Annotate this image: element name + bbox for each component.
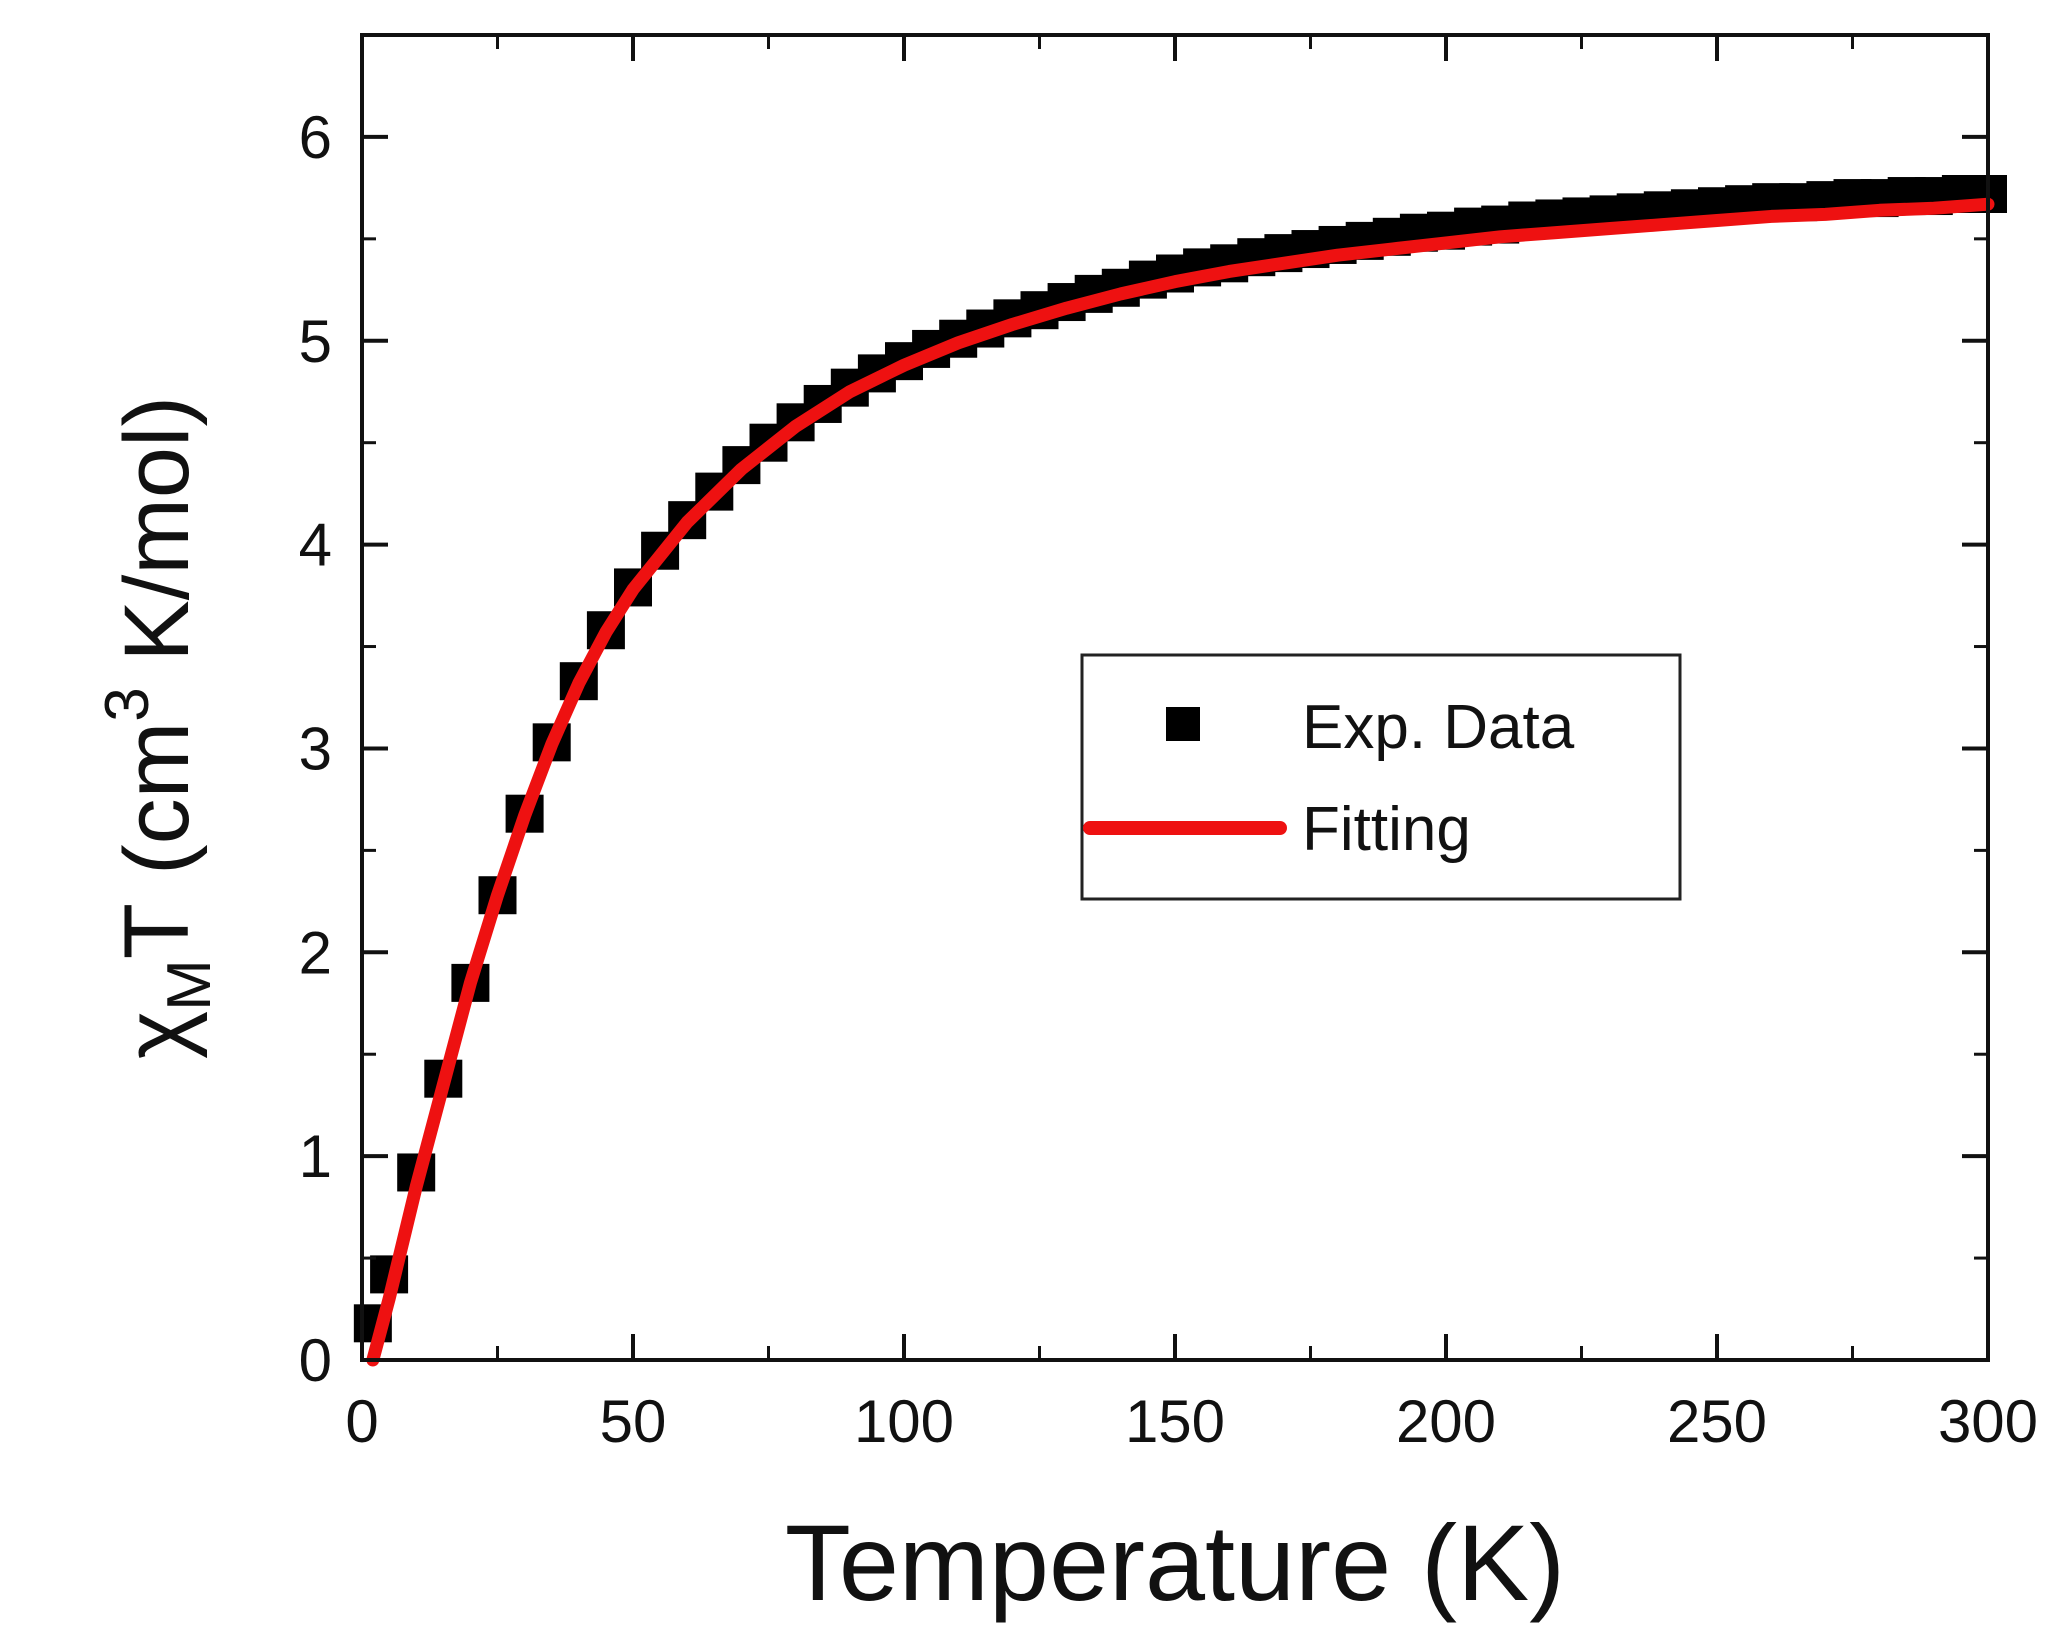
y-tick-label: 3	[299, 715, 332, 782]
legend-marker-exp-data	[1166, 707, 1200, 741]
x-tick-label: 250	[1667, 1388, 1767, 1455]
y-axis-title-after-subscript: T	[106, 903, 208, 959]
legend: Exp. Data Fitting	[1080, 653, 1682, 901]
x-tick-label: 200	[1396, 1388, 1496, 1455]
y-tick-label: 6	[299, 104, 332, 171]
fitting-line	[366, 197, 1995, 1367]
y-tick-label: 2	[299, 919, 332, 986]
x-axis-title: Temperature (K)	[785, 1502, 1565, 1623]
y-axis-title-symbol: χ	[106, 1011, 208, 1059]
y-axis-title-superscript: 3	[93, 687, 162, 721]
legend-box	[1080, 653, 1682, 901]
data-layer	[353, 175, 2007, 1367]
x-tick-label: 100	[854, 1388, 954, 1455]
legend-label-exp-data: Exp. Data	[1302, 693, 1575, 762]
y-tick-label: 5	[299, 308, 332, 375]
x-tick-label: 300	[1938, 1388, 2038, 1455]
plot-frame	[360, 33, 1990, 1362]
x-tick-label: 0	[345, 1388, 378, 1455]
y-tick-label: 4	[299, 512, 332, 579]
x-tick-label: 50	[600, 1388, 667, 1455]
y-tick-label: 0	[299, 1327, 332, 1394]
y-axis-title-units-open: (cm	[106, 722, 208, 875]
y-axis-title: χMT (cm3 K/mol)	[93, 396, 224, 1059]
x-tick-label: 150	[1125, 1388, 1225, 1455]
y-tick-label: 1	[299, 1123, 332, 1190]
legend-label-fitting: Fitting	[1302, 795, 1471, 864]
y-axis-title-units-close: K/mol)	[106, 396, 208, 687]
y-axis-title-subscript: M	[155, 959, 224, 1011]
